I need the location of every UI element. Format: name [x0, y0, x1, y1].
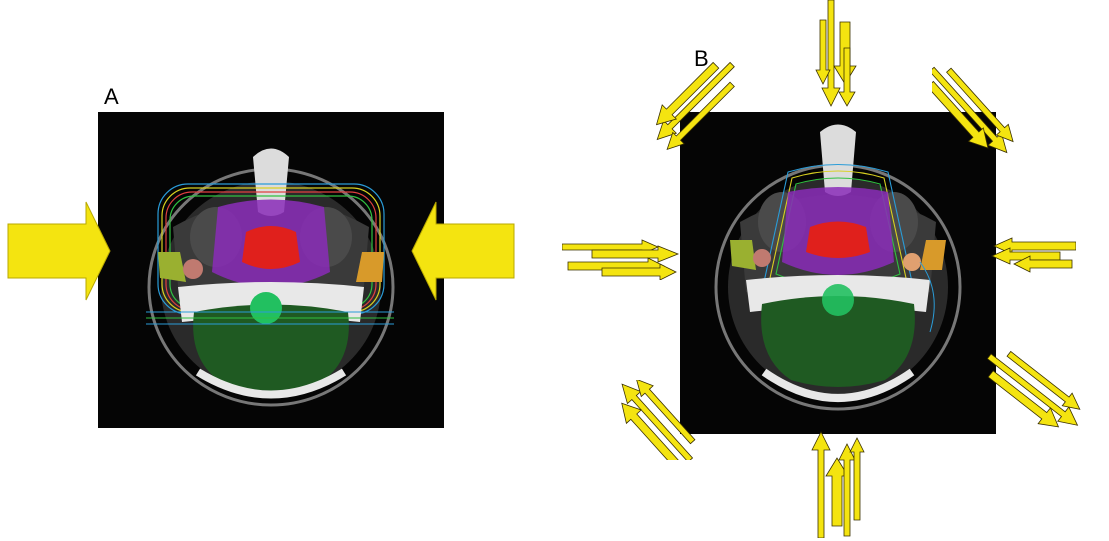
axial-scan-b: [714, 124, 962, 411]
beam-cluster-left-icon: [562, 239, 680, 280]
ct-slice-a: [98, 112, 444, 428]
beam-cluster-top-icon: [815, 0, 857, 107]
beam-cluster-bottom-left-icon: [621, 380, 696, 460]
beam-cluster-right-icon: [991, 237, 1076, 273]
beam-cluster-top-right-icon: [932, 66, 1014, 154]
beam-cluster-top-left-icon: [655, 61, 735, 151]
panel-a-label: A: [104, 84, 119, 109]
beam-cluster-bottom-icon: [811, 431, 865, 538]
beam-cluster-bottom-right-icon: [986, 350, 1081, 428]
axial-scan-a: [146, 148, 395, 407]
beam-arrow-right-icon: [411, 201, 515, 301]
beam-arrow-left-icon: [7, 201, 111, 301]
panel-b-label: B: [694, 46, 709, 71]
ct-slice-b: [680, 112, 996, 434]
